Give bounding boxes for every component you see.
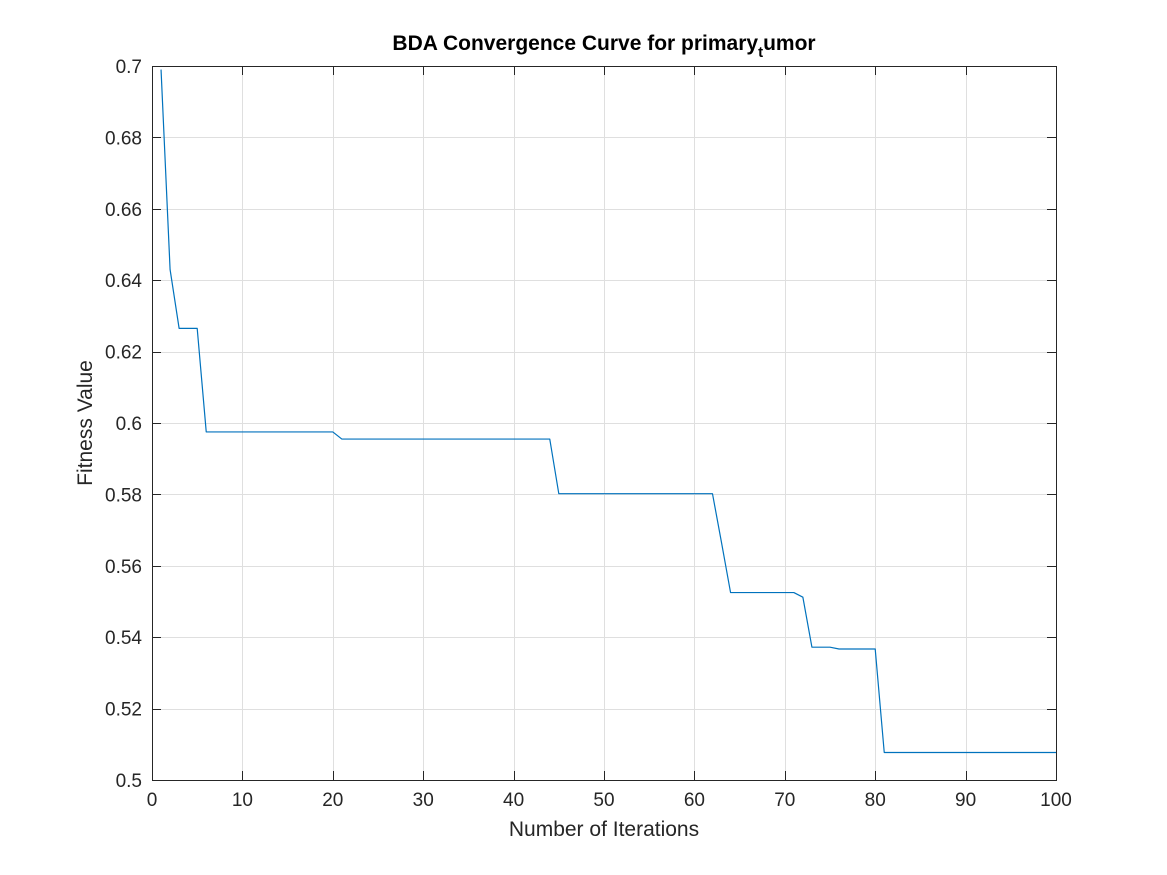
chart-title-subscript: t	[758, 44, 763, 61]
x-axis-label: Number of Iterations	[509, 818, 699, 841]
x-tick-label: 70	[774, 790, 795, 811]
chart-title-main: BDA Convergence Curve for primary	[392, 32, 758, 55]
ticks	[152, 66, 1057, 781]
x-tick-label: 60	[684, 790, 705, 811]
x-tick-label: 10	[232, 790, 253, 811]
y-tick-label: 0.56	[105, 557, 142, 578]
y-tick-label: 0.66	[105, 200, 142, 221]
x-tick-label: 20	[322, 790, 343, 811]
y-tick-label: 0.52	[105, 700, 142, 721]
y-tick-label: 0.5	[116, 771, 142, 792]
chart-title-rest: umor	[763, 32, 816, 55]
x-tick-label: 100	[1040, 790, 1072, 811]
y-tick-label: 0.54	[105, 628, 142, 649]
y-tick-label: 0.64	[105, 271, 142, 292]
series-line	[160, 69, 1056, 754]
x-tick-label: 90	[955, 790, 976, 811]
y-tick-label: 0.58	[105, 485, 142, 506]
x-tick-label: 40	[503, 790, 524, 811]
x-tick-label: 80	[865, 790, 886, 811]
x-tick-labels: 0 10 20 30 40 50 60 70 80 90 100	[147, 790, 1072, 811]
y-tick-label: 0.6	[116, 414, 142, 435]
x-tick-label: 0	[147, 790, 158, 811]
series-layer	[160, 69, 1056, 754]
x-tick-label: 50	[593, 790, 614, 811]
y-axis-label: Fitness Value	[74, 360, 97, 486]
y-tick-label: 0.7	[116, 57, 142, 78]
y-tick-label: 0.62	[105, 343, 142, 364]
chart-title: BDA Convergence Curve for primarytumor	[392, 32, 815, 61]
y-tick-label: 0.68	[105, 128, 142, 149]
y-tick-labels: 0.5 0.52 0.54 0.56 0.58 0.6 0.62 0.64 0.66 0.68 0.…	[105, 57, 142, 792]
x-tick-label: 30	[413, 790, 434, 811]
